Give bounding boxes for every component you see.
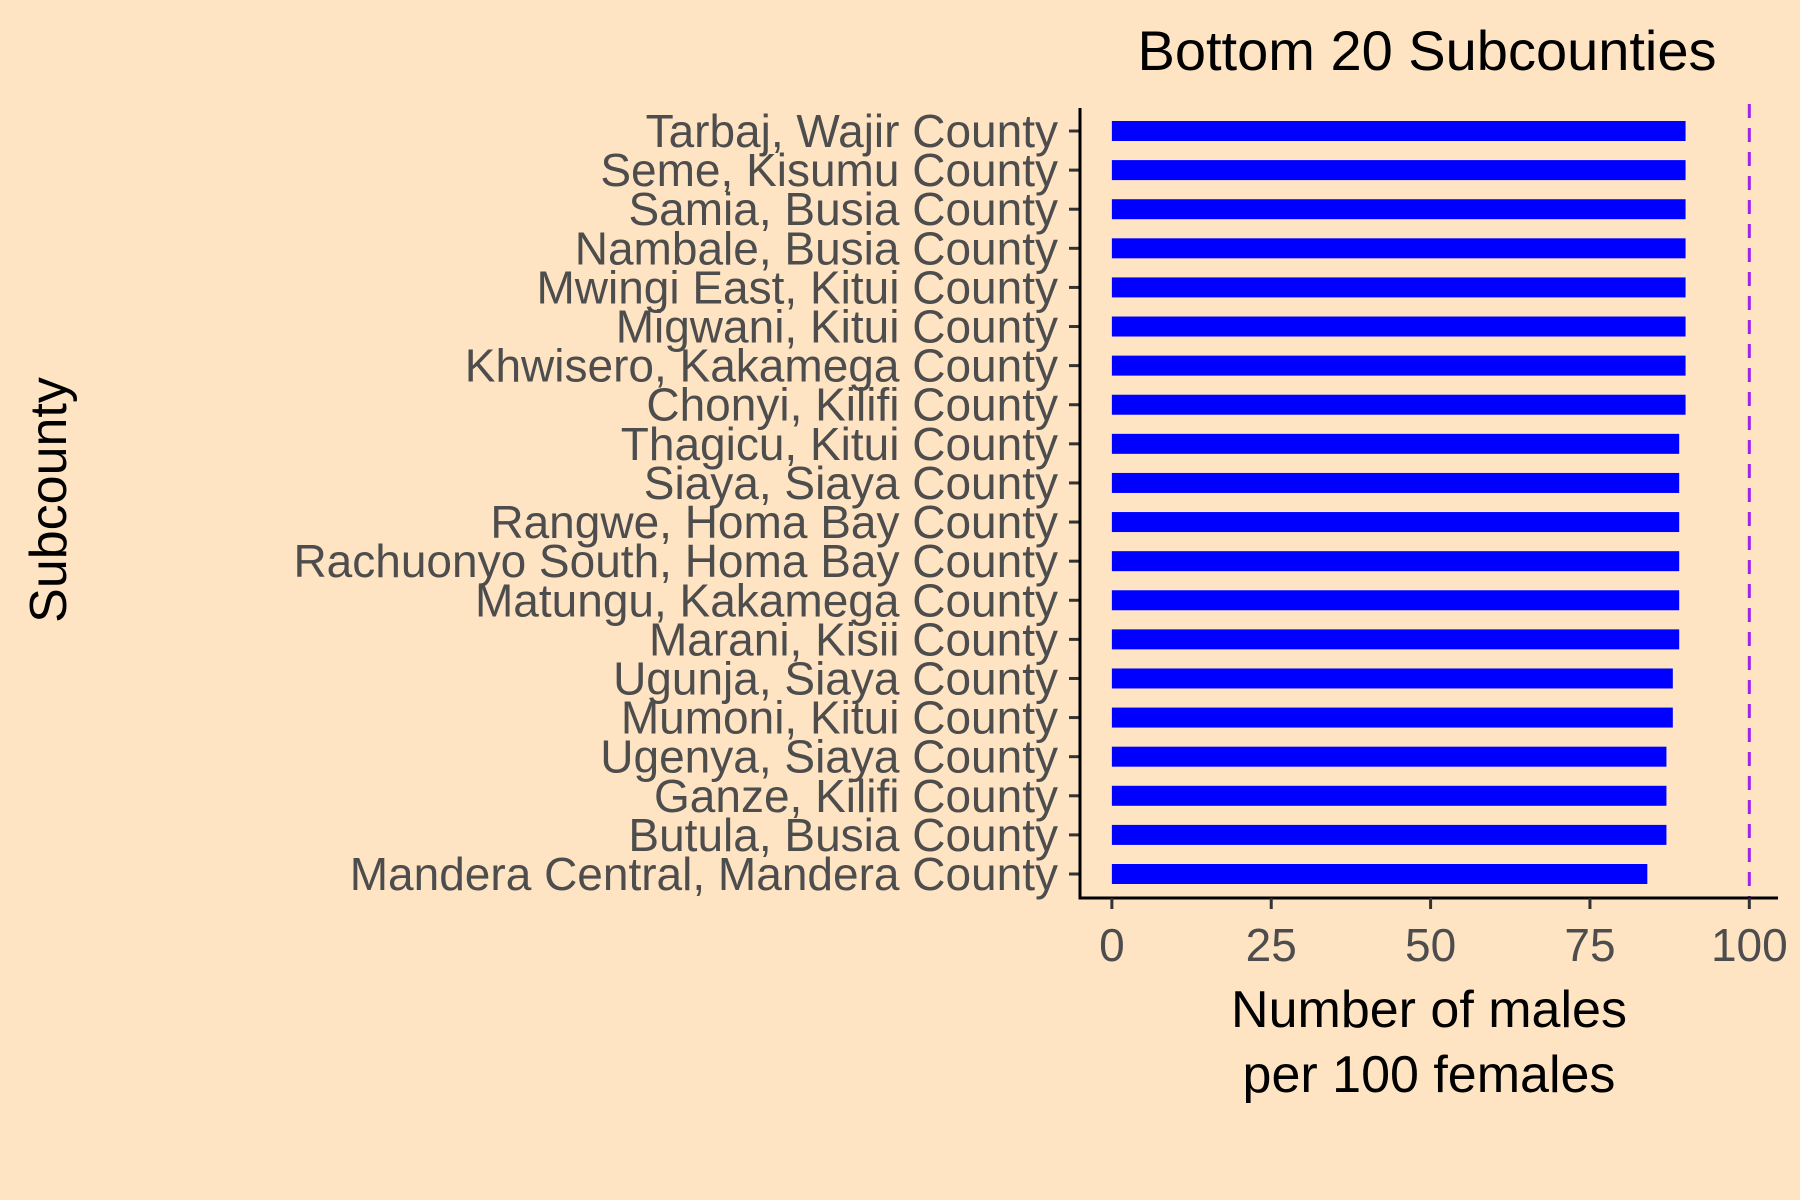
bar	[1111, 590, 1680, 611]
y-tick-label: Rachuonyo South, Homa Bay County	[293, 535, 1058, 587]
y-tick-label: Seme, Kisumu County	[600, 144, 1058, 196]
x-tick-label: 100	[1711, 919, 1788, 971]
y-tick-label: Ugenya, Siaya County	[600, 731, 1058, 783]
bar	[1111, 160, 1686, 181]
bar	[1111, 707, 1673, 728]
x-axis-title-line-1: Number of males	[1231, 981, 1627, 1039]
y-tick-label: Rangwe, Homa Bay County	[490, 496, 1058, 548]
bar	[1111, 316, 1686, 337]
bar	[1111, 394, 1686, 415]
y-tick-label: Butula, Busia County	[628, 809, 1058, 861]
y-tick-label: Siaya, Siaya County	[644, 457, 1058, 509]
y-tick-label: Marani, Kisii County	[649, 613, 1058, 665]
bar	[1111, 121, 1686, 141]
bar	[1111, 238, 1686, 259]
bar	[1111, 277, 1686, 298]
bar	[1111, 746, 1667, 767]
y-tick-label: Mumoni, Kitui County	[621, 692, 1058, 744]
chart-title: Bottom 20 Subcounties	[1137, 19, 1716, 82]
y-tick-label: Ganze, Kilifi County	[654, 770, 1058, 822]
x-tick-label: 25	[1246, 919, 1297, 971]
bar	[1111, 433, 1680, 454]
x-tick-labels: 0 25 50 75 100	[1099, 919, 1788, 971]
bar	[1111, 512, 1680, 533]
bar	[1111, 864, 1648, 884]
y-axis-title: Subcounty	[20, 377, 78, 623]
x-axis-title-line-2: per 100 females	[1243, 1046, 1616, 1104]
x-tick-label: 0	[1099, 919, 1125, 971]
bar	[1111, 551, 1680, 572]
bar	[1111, 668, 1673, 689]
bars-layer	[1111, 121, 1686, 884]
y-tick-label: Tarbaj, Wajir County	[646, 105, 1058, 157]
axes-layer	[1069, 108, 1778, 909]
bar	[1111, 785, 1667, 806]
y-tick-label: Matungu, Kakamega County	[475, 574, 1058, 626]
y-tick-label: Samia, Busia County	[628, 183, 1058, 235]
bar	[1111, 199, 1686, 220]
y-tick-label: Khwisero, Kakamega County	[465, 340, 1058, 392]
x-tick-label: 75	[1564, 919, 1615, 971]
x-tick-label: 50	[1405, 919, 1456, 971]
y-tick-label: Migwani, Kitui County	[616, 301, 1058, 353]
y-tick-label: Mwingi East, Kitui County	[536, 261, 1058, 313]
bar	[1111, 355, 1686, 376]
y-tick-label: Thagicu, Kitui County	[621, 418, 1058, 470]
y-tick-label: Mandera Central, Mandera County	[350, 848, 1058, 900]
y-tick-label: Ugunja, Siaya County	[613, 652, 1058, 704]
bar	[1111, 472, 1680, 493]
bar	[1111, 824, 1667, 845]
y-tick-label: Chonyi, Kilifi County	[646, 379, 1058, 431]
y-tick-label: Nambale, Busia County	[575, 222, 1058, 274]
bar	[1111, 629, 1680, 650]
